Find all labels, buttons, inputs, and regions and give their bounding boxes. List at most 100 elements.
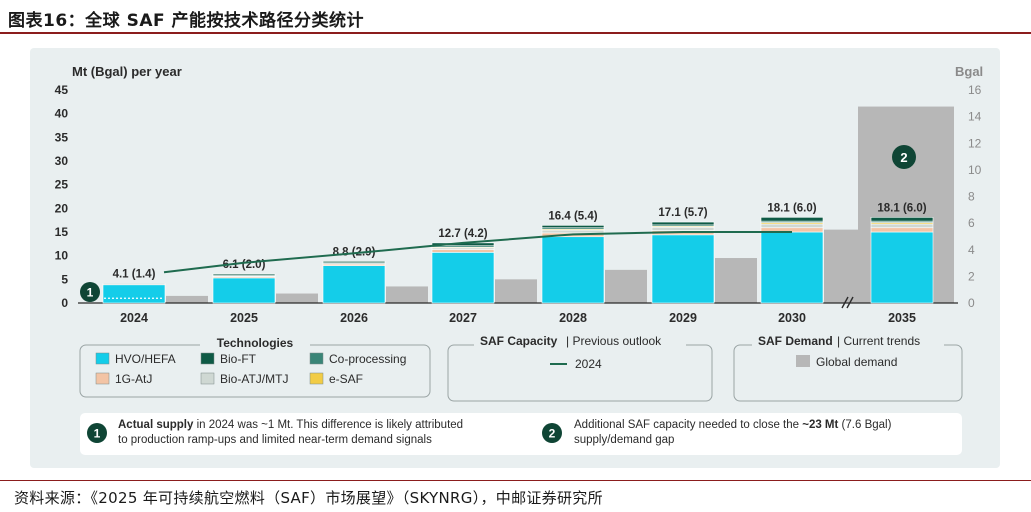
legend-demand-frame bbox=[733, 344, 963, 402]
y-tick-label: 0 bbox=[61, 296, 68, 310]
title-rule bbox=[0, 32, 1031, 34]
notes-box bbox=[80, 413, 962, 455]
y2-axis-title: Bgal bbox=[955, 64, 983, 79]
legend-label-hvo-hefa: HVO/HEFA bbox=[115, 352, 176, 366]
legend-label-bio-atj-mtj: Bio-ATJ/MTJ bbox=[220, 372, 288, 386]
y2-tick-label: 0 bbox=[968, 296, 975, 310]
note-1-bold: Actual supply bbox=[118, 419, 194, 431]
axis-break-mark bbox=[846, 296, 854, 309]
y-tick-label: 10 bbox=[55, 249, 69, 263]
legend-technologies-title: Technologies bbox=[217, 336, 294, 350]
bar-biofto-2035 bbox=[870, 217, 934, 222]
x-tick-label-2024: 2024 bbox=[120, 311, 148, 325]
note-2-line-1: Additional SAF capacity needed to close … bbox=[574, 419, 892, 431]
source-note: 资料来源：《2025 年可持续航空燃料（SAF）市场展望》（SKYNRG），中邮… bbox=[14, 489, 603, 507]
demand-bar-2024 bbox=[166, 295, 208, 303]
y2-tick-label: 2 bbox=[968, 269, 975, 283]
bar-bioatj-2028 bbox=[541, 229, 605, 234]
note-1-line-1: Actual supply in 2024 was ~1 Mt. This di… bbox=[118, 419, 463, 431]
note-1-text: in 2024 was ~1 Mt. This difference is li… bbox=[193, 419, 463, 431]
legend-label-e-saf: e-SAF bbox=[329, 372, 363, 386]
legend-swatch-global-demand bbox=[796, 355, 810, 367]
note-2-bold: ~23 Mt bbox=[802, 419, 838, 431]
bar-bioatj-2029 bbox=[651, 226, 715, 231]
bar-hvo-2027 bbox=[431, 252, 495, 304]
bar-biofto-2030 bbox=[760, 217, 824, 222]
y-tick-label: 40 bbox=[55, 107, 69, 121]
legend-label-previous-outlook: 2024 bbox=[575, 357, 602, 371]
y2-tick-label: 16 bbox=[968, 83, 982, 97]
demand-bar-2029 bbox=[715, 258, 757, 303]
bar-total-label-2027: 12.7 (4.2) bbox=[438, 228, 487, 240]
bar-hvo-2030 bbox=[760, 231, 824, 304]
bar-bioatj-2035 bbox=[870, 223, 934, 229]
y-tick-label: 45 bbox=[55, 83, 69, 97]
y2-tick-label: 14 bbox=[968, 110, 982, 124]
legend-label-co-processing: Co-processing bbox=[329, 352, 406, 366]
demand-bar-2028 bbox=[605, 269, 647, 303]
note-2-line-2: supply/demand gap bbox=[574, 434, 674, 446]
x-tick-label-2028: 2028 bbox=[559, 311, 587, 325]
bar-total-label-2029: 17.1 (5.7) bbox=[658, 207, 707, 219]
note-1-badge bbox=[87, 423, 107, 443]
note-2-badge bbox=[542, 423, 562, 443]
source-rule bbox=[0, 480, 1031, 481]
bar-bioatj-2030 bbox=[760, 223, 824, 229]
badge-1 bbox=[80, 282, 100, 302]
bar-hvo-2026 bbox=[322, 265, 386, 304]
previous-outlook-line bbox=[163, 231, 792, 274]
y-tick-label: 35 bbox=[55, 130, 69, 144]
y-tick-label: 15 bbox=[55, 225, 69, 239]
y-tick-label: 30 bbox=[55, 154, 69, 168]
legend-label-bio-ft: Bio-FT bbox=[220, 352, 257, 366]
bar-hvo-2029 bbox=[651, 234, 715, 304]
demand-bar-2025 bbox=[276, 293, 318, 303]
y-axis-title: Mt (Bgal) per year bbox=[72, 64, 182, 79]
legend-label-global-demand: Global demand bbox=[816, 355, 897, 369]
x-tick-label-2027: 2027 bbox=[449, 311, 477, 325]
bar-biofto-2029 bbox=[651, 221, 715, 226]
badge-2 bbox=[892, 145, 916, 169]
axis-break-mark bbox=[841, 296, 849, 309]
bar-biofto-2028 bbox=[541, 225, 605, 229]
legend-swatch-co-processing bbox=[309, 352, 324, 365]
legend-swatch-e-saf bbox=[309, 372, 324, 385]
note-1-line-2: to production ramp-ups and limited near-… bbox=[118, 434, 432, 446]
x-tick-label-2035: 2035 bbox=[888, 311, 916, 325]
legend-label-1g-atj: 1G-AtJ bbox=[115, 372, 152, 386]
bar-biofto-2025 bbox=[212, 273, 276, 276]
figure-title: 图表16：全球 SAF 产能按技术路径分类统计 bbox=[8, 11, 365, 31]
y2-tick-label: 8 bbox=[968, 190, 975, 204]
legend-swatch-bio-ft bbox=[200, 352, 215, 365]
bar-hvo-2028 bbox=[541, 236, 605, 304]
bar-g1atj-2035 bbox=[870, 227, 934, 233]
badge-2-number: 2 bbox=[900, 150, 907, 165]
legend-capacity-subtitle: | Previous outlook bbox=[566, 334, 662, 348]
legend-capacity-title: SAF Capacity bbox=[480, 334, 558, 348]
legend-demand-subtitle: | Current trends bbox=[837, 334, 920, 348]
y2-tick-label: 10 bbox=[968, 163, 982, 177]
demand-bar-2026 bbox=[386, 286, 428, 303]
legend-swatch-1g-atj bbox=[95, 372, 110, 385]
bar-biofto-2024 bbox=[102, 283, 166, 285]
bar-hvo-2024 bbox=[102, 284, 166, 304]
y-tick-label: 25 bbox=[55, 178, 69, 192]
bar-hvo-2035 bbox=[870, 231, 934, 304]
bar-total-label-2035: 18.1 (6.0) bbox=[877, 202, 926, 214]
badge-1-number: 1 bbox=[87, 286, 94, 300]
demand-bar-2027 bbox=[495, 279, 537, 303]
bar-biofto-2026 bbox=[322, 261, 386, 264]
legend-swatch-bio-atj-mtj bbox=[200, 372, 215, 385]
bar-total-label-2030: 18.1 (6.0) bbox=[767, 202, 816, 214]
bar-total-label-2024: 4.1 (1.4) bbox=[113, 269, 156, 281]
note-1-badge-number: 1 bbox=[94, 427, 101, 441]
bar-total-label-2028: 16.4 (5.4) bbox=[548, 210, 597, 222]
legend-title-bg bbox=[474, 333, 686, 349]
y2-tick-label: 12 bbox=[968, 136, 982, 150]
y-tick-label: 20 bbox=[55, 201, 69, 215]
note-2-text: Additional SAF capacity needed to close … bbox=[574, 419, 802, 431]
x-tick-label-2025: 2025 bbox=[230, 311, 258, 325]
x-tick-label-2030: 2030 bbox=[778, 311, 806, 325]
note-2-tail: (7.6 Bgal) bbox=[838, 419, 891, 431]
